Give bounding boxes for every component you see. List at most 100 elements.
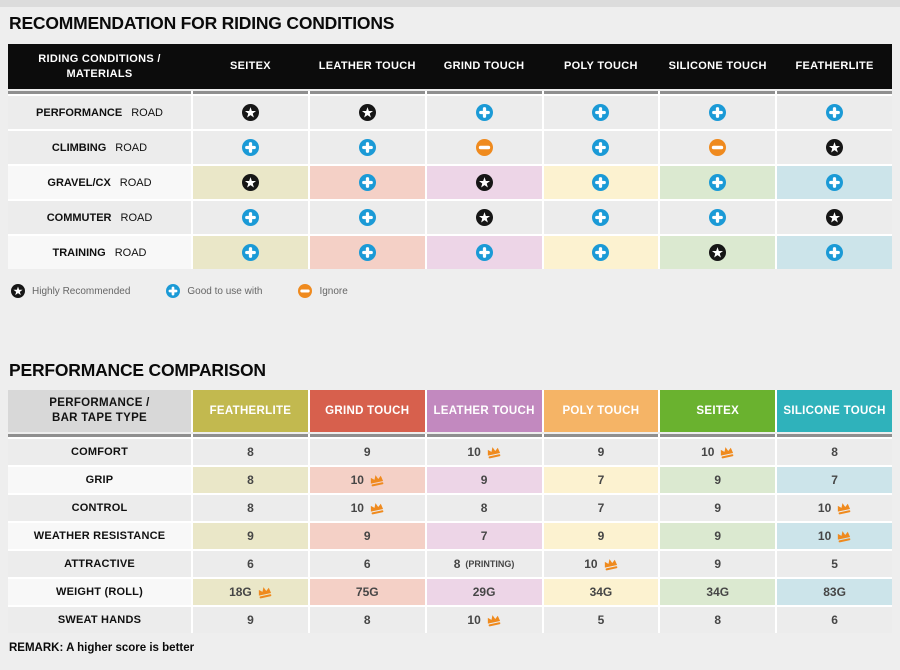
row-label-rest: ROAD xyxy=(119,176,152,189)
star-icon xyxy=(358,104,376,121)
legend-label: Ignore xyxy=(319,285,348,297)
riding-corner-header: RIDING CONDITIONS / MATERIALS xyxy=(38,53,161,80)
mark-cell xyxy=(777,236,892,269)
performance-row-label: WEATHER RESISTANCE xyxy=(8,523,191,549)
header-divider xyxy=(309,434,425,437)
riding-row-label: TRAINING ROAD xyxy=(8,236,191,269)
score-cell: 5 xyxy=(543,607,659,633)
column-header: SEITEX xyxy=(660,390,776,432)
score-value: 7 xyxy=(480,529,488,543)
score-value: 7 xyxy=(831,473,838,487)
mark-cell xyxy=(193,96,308,129)
mark-cell xyxy=(777,166,892,199)
mark-cell xyxy=(660,96,776,129)
score-cell: 8 xyxy=(193,439,308,465)
score-value: 8 xyxy=(247,473,254,487)
score-cell: 10 xyxy=(660,439,776,465)
crown-icon xyxy=(836,502,851,515)
star-icon xyxy=(241,174,259,191)
performance-row-label: ATTRACTIVE xyxy=(8,551,191,577)
score-value: 8 xyxy=(247,445,254,459)
score-cell: 9 xyxy=(660,467,776,493)
mark-cell xyxy=(426,96,542,129)
mark-cell xyxy=(193,236,308,269)
score-value: 10 xyxy=(584,557,598,571)
score-value: 9 xyxy=(714,529,722,543)
score-value: 10 xyxy=(467,613,481,627)
crown-icon xyxy=(836,530,851,543)
plus-icon xyxy=(592,139,610,156)
score-cell: 6 xyxy=(193,551,308,577)
score-cell: 10 xyxy=(426,607,542,633)
score-cell: 6 xyxy=(309,551,425,577)
performance-table-body: COMFORT 8 9 10 9 10 8 GRIP 8 10 9 7 9 7 CONTROL 8 10 8 7 9 1… xyxy=(8,434,892,633)
header-divider xyxy=(543,91,659,94)
score-cell: 5 xyxy=(777,551,892,577)
mark-cell xyxy=(309,131,425,164)
legend-item: Ignore xyxy=(298,284,348,298)
score-cell: 8 xyxy=(309,607,425,633)
row-label-rest: ROAD xyxy=(120,211,153,224)
score-value: 9 xyxy=(714,557,722,571)
minus-icon xyxy=(709,139,727,156)
score-value: 9 xyxy=(363,529,371,543)
plus-icon xyxy=(475,104,493,121)
plus-icon xyxy=(358,139,376,156)
column-header: POLY TOUCH xyxy=(543,390,659,432)
score-value: 5 xyxy=(597,613,605,627)
column-header: GRIND TOUCH xyxy=(443,60,525,73)
score-value: 9 xyxy=(597,445,605,459)
plus-icon xyxy=(592,209,610,226)
score-cell: 8 xyxy=(426,495,542,521)
mark-cell xyxy=(543,96,659,129)
performance-header-row: PERFORMANCE / BAR TAPE TYPE FEATHERLITE GR… xyxy=(8,390,892,432)
performance-row-label: GRIP xyxy=(8,467,191,493)
plus-icon xyxy=(358,244,376,261)
score-value: 10 xyxy=(817,529,832,543)
performance-title: PERFORMANCE COMPARISON xyxy=(9,360,266,380)
score-value: 10 xyxy=(350,501,364,515)
score-cell: 9 xyxy=(660,523,776,549)
mark-cell xyxy=(309,96,425,129)
column-header: SILICONE TOUCH xyxy=(777,390,892,432)
score-value: 6 xyxy=(831,613,838,627)
score-cell: 9 xyxy=(543,523,659,549)
row-label-bold: TRAINING xyxy=(52,246,106,259)
riding-conditions-header-row: RIDING CONDITIONS / MATERIALS SEITEX LEATH… xyxy=(8,44,892,89)
plus-icon xyxy=(592,174,610,191)
score-cell: 9 xyxy=(660,551,776,577)
score-cell: 9 xyxy=(193,523,308,549)
header-divider xyxy=(543,434,659,437)
plus-icon xyxy=(475,244,493,261)
score-value: 75G xyxy=(355,585,379,599)
score-value: 9 xyxy=(247,529,254,543)
crown-icon xyxy=(369,502,384,515)
mark-cell xyxy=(426,166,542,199)
header-divider xyxy=(660,91,776,94)
score-value: 9 xyxy=(480,473,488,487)
mark-cell xyxy=(309,201,425,234)
score-cell: 75G xyxy=(309,579,425,605)
score-cell: 7 xyxy=(543,467,659,493)
score-cell: 7 xyxy=(777,467,892,493)
score-cell: 9 xyxy=(426,467,542,493)
plus-icon xyxy=(709,209,727,226)
row-label-rest: ROAD xyxy=(115,141,148,154)
score-value: 83G xyxy=(823,585,846,599)
mark-cell xyxy=(309,166,425,199)
header-divider xyxy=(193,91,308,94)
star-icon xyxy=(709,244,727,261)
mark-cell xyxy=(660,131,776,164)
score-value: 8 xyxy=(480,501,488,515)
mark-cell xyxy=(543,236,659,269)
row-label-rest: ROAD xyxy=(114,246,147,259)
score-value: 7 xyxy=(597,473,605,487)
column-header: FEATHERLITE xyxy=(193,390,308,432)
score-cell: 10 xyxy=(777,523,892,549)
mark-cell xyxy=(660,201,776,234)
legend-item: Good to use with xyxy=(166,284,262,298)
legend: Highly Recommended Good to use with Ignore xyxy=(11,284,892,298)
score-value: 9 xyxy=(363,445,371,459)
plus-icon xyxy=(241,209,259,226)
score-value: 9 xyxy=(597,529,605,543)
